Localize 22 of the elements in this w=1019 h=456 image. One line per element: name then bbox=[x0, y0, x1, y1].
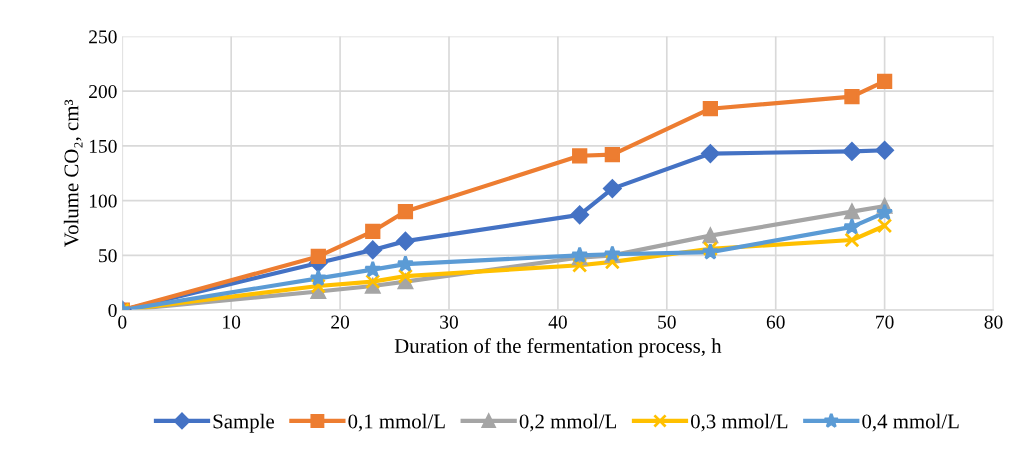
y-axis-title: Volume CO₂, cm³ bbox=[63, 99, 83, 248]
x-tick-label: 60 bbox=[766, 315, 785, 329]
legend-label: Sample bbox=[213, 413, 274, 433]
x-tick-label: 50 bbox=[658, 315, 676, 329]
x-axis-title: Duration of the fermentation process, h bbox=[394, 338, 722, 358]
x-tick-label: 80 bbox=[984, 315, 1003, 329]
legend-label: 0,1 mmol/L bbox=[348, 413, 445, 432]
y-tick-label: 100 bbox=[89, 194, 117, 208]
x-tick-label: 30 bbox=[440, 315, 458, 329]
x-tick-label: 0 bbox=[118, 315, 127, 329]
y-tick-label: 200 bbox=[89, 85, 117, 99]
y-tick-label: 150 bbox=[89, 139, 117, 153]
y-tick-label: 250 bbox=[89, 30, 117, 44]
x-tick-label: 20 bbox=[331, 315, 350, 329]
y-tick-label: 0 bbox=[108, 303, 117, 318]
x-tick-label: 10 bbox=[223, 315, 241, 329]
legend-label: 0,4 mmol/L bbox=[862, 413, 959, 432]
y-tick-label: 50 bbox=[99, 249, 117, 263]
x-tick-label: 40 bbox=[548, 315, 567, 329]
x-tick-label: 70 bbox=[876, 315, 894, 329]
legend-label: 0,3 mmol/L bbox=[690, 413, 788, 432]
legend-label: 0,2 mmol/L bbox=[519, 413, 617, 432]
